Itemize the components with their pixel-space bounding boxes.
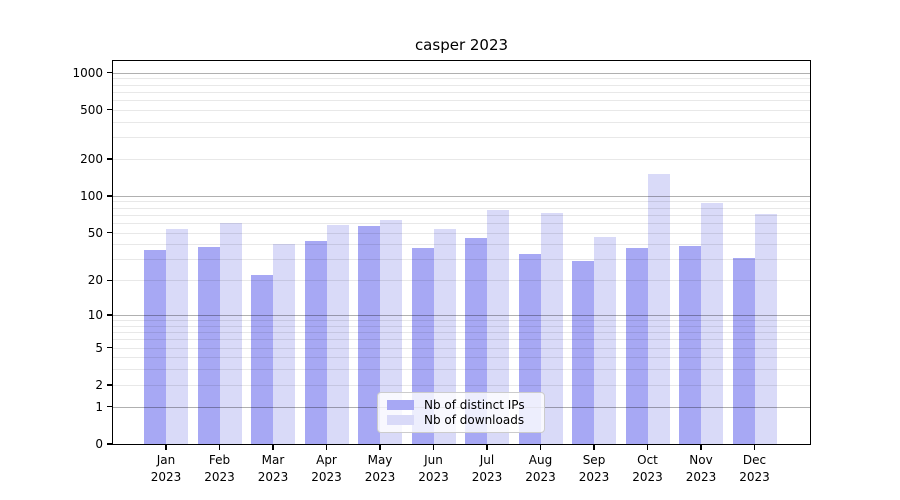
gridline-major: [113, 72, 810, 74]
bar-downloads: [594, 236, 616, 444]
gridline-major: [113, 195, 810, 197]
y-tick-label: 10: [87, 308, 103, 323]
x-tick-mark: [593, 445, 595, 450]
x-tick-mark: [753, 445, 756, 450]
bar-downloads: [754, 214, 777, 444]
y-tick-mark: [107, 195, 112, 197]
legend-item-distinct-ips: Nb of distinct IPs: [387, 398, 535, 412]
y-tick-label: 100: [80, 188, 103, 203]
gridline-minor: [113, 84, 810, 86]
gridline-minor: [113, 121, 810, 123]
y-tick-mark: [107, 443, 112, 445]
y-tick-label: 200: [80, 151, 103, 166]
y-tick-mark: [107, 231, 112, 234]
bar-downloads: [219, 222, 242, 444]
legend-label-downloads: Nb of downloads: [424, 412, 525, 427]
x-tick-label: Oct 2023: [632, 453, 663, 484]
bar-downloads: [433, 228, 456, 444]
y-tick-mark: [107, 346, 112, 349]
y-tick-mark: [107, 109, 112, 111]
x-tick-label: Mar 2023: [257, 453, 289, 484]
gridline-minor: [113, 91, 810, 93]
y-tick-label: 1000: [72, 65, 103, 80]
x-tick-label: Jul 2023: [471, 453, 503, 484]
gridline-minor: [113, 99, 810, 101]
x-tick-mark: [272, 445, 274, 450]
gridline-minor: [113, 78, 810, 80]
y-tick-mark: [107, 71, 112, 74]
legend: Nb of distinct IPs Nb of downloads: [377, 392, 545, 433]
legend-item-downloads: Nb of downloads: [387, 413, 535, 427]
legend-label-distinct-ips: Nb of distinct IPs: [424, 398, 525, 413]
gridline-minor: [113, 158, 810, 160]
x-tick-label: Nov 2023: [685, 453, 717, 484]
bar-distinct-ips: [572, 261, 594, 444]
bar-distinct-ips: [625, 248, 648, 444]
bar-distinct-ips: [304, 240, 327, 444]
legend-swatch-distinct-ips: [387, 400, 414, 411]
x-tick-label: Sep 2023: [578, 453, 610, 484]
x-tick-mark: [432, 445, 435, 450]
y-tick-label: 0: [95, 437, 103, 451]
y-tick-mark: [107, 384, 112, 386]
x-tick-mark: [646, 445, 649, 450]
bar-distinct-ips: [358, 225, 380, 444]
x-tick-label: Jun 2023: [418, 453, 449, 484]
bar-distinct-ips: [732, 257, 755, 444]
y-tick-label: 2: [95, 377, 103, 392]
bar-downloads: [166, 228, 188, 444]
gridline-minor: [113, 109, 810, 111]
x-tick-mark: [165, 445, 167, 450]
y-tick-mark: [107, 406, 112, 408]
bar-downloads: [326, 224, 349, 444]
x-tick-label: Feb 2023: [204, 453, 235, 484]
bar-downloads: [701, 203, 723, 444]
x-tick-label: Jan 2023: [150, 453, 182, 484]
bar-distinct-ips: [197, 247, 220, 444]
bar-downloads: [540, 213, 563, 444]
bar-downloads: [647, 174, 670, 444]
y-tick-label: 20: [87, 273, 103, 288]
y-tick-label: 1: [95, 399, 103, 414]
y-tick-label: 500: [80, 102, 103, 117]
legend-swatch-downloads: [387, 414, 414, 425]
x-tick-mark: [539, 445, 542, 450]
bar-distinct-ips: [679, 245, 701, 444]
x-tick-mark: [379, 445, 381, 450]
y-tick-mark: [107, 314, 112, 316]
y-tick-label: 5: [95, 340, 103, 355]
y-tick-mark: [107, 158, 112, 160]
gridline-minor: [113, 137, 810, 139]
bar-distinct-ips: [144, 249, 166, 444]
x-tick-mark: [325, 445, 328, 450]
plot-area: [112, 60, 811, 445]
x-tick-label: May 2023: [364, 453, 396, 484]
x-tick-label: Apr 2023: [311, 453, 342, 484]
x-tick-mark: [700, 445, 702, 450]
x-tick-mark: [218, 445, 221, 450]
x-tick-mark: [486, 445, 488, 450]
y-tick-label: 50: [87, 225, 103, 240]
y-tick-mark: [107, 279, 112, 281]
chart-title: casper 2023: [414, 36, 509, 54]
x-tick-label: Aug 2023: [525, 453, 556, 484]
x-tick-label: Dec 2023: [739, 453, 770, 484]
bar-distinct-ips: [251, 275, 273, 444]
bar-downloads: [273, 244, 295, 444]
